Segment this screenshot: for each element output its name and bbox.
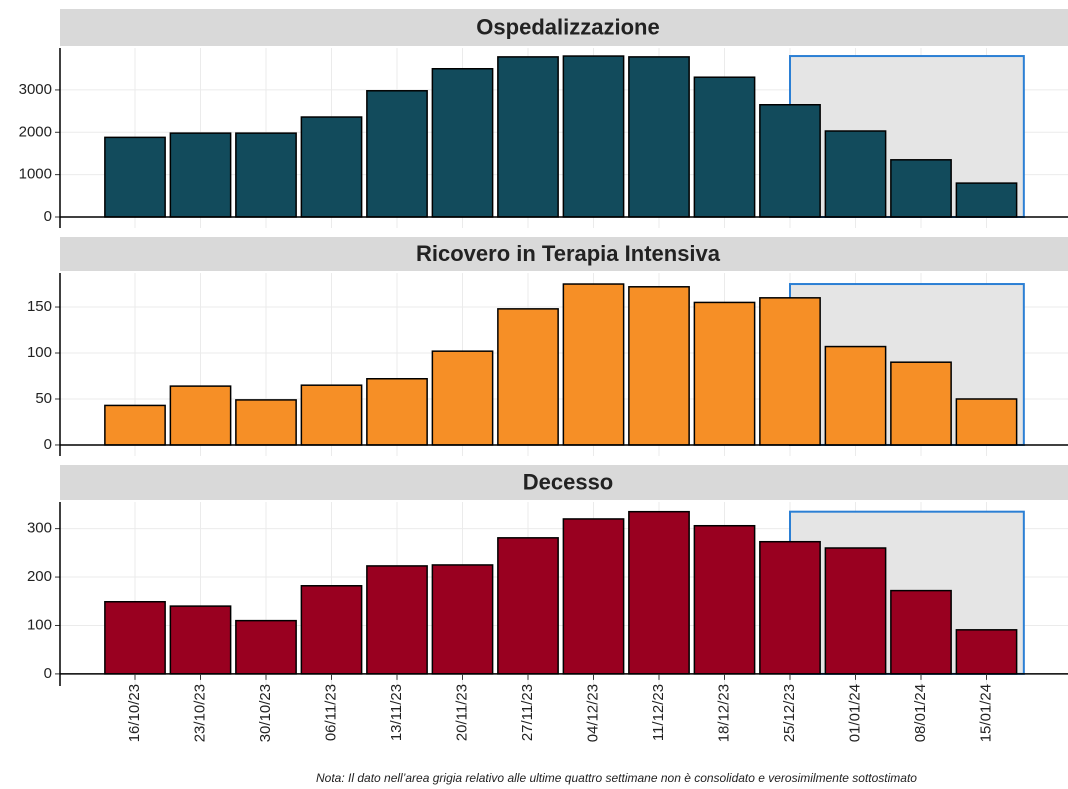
bar xyxy=(169,385,232,446)
bar xyxy=(759,540,821,675)
x-tick-label: 01/01/24 xyxy=(846,684,863,742)
bar xyxy=(628,510,690,675)
bar xyxy=(366,90,428,218)
y-tick-label: 300 xyxy=(27,520,52,537)
bar xyxy=(497,56,559,218)
bar xyxy=(300,585,363,675)
bar xyxy=(366,378,428,446)
x-tick-label: 13/11/23 xyxy=(388,684,405,741)
bar xyxy=(562,518,625,675)
bar xyxy=(562,283,625,446)
bar xyxy=(628,286,690,446)
bar xyxy=(235,399,297,446)
y-tick-label: 2000 xyxy=(19,123,52,140)
bar xyxy=(104,600,166,675)
bar xyxy=(497,537,559,675)
panel-title: Ricovero in Terapia Intensiva xyxy=(416,241,721,266)
bar xyxy=(759,297,821,446)
x-tick-label: 08/01/24 xyxy=(912,684,929,742)
y-tick-label: 100 xyxy=(27,616,52,633)
bar xyxy=(890,361,952,446)
y-tick-label: 0 xyxy=(44,436,52,453)
bar xyxy=(955,398,1018,446)
bar xyxy=(300,116,363,218)
x-tick-label: 04/12/23 xyxy=(584,684,601,742)
x-tick-label: 30/10/23 xyxy=(257,684,274,742)
strip xyxy=(60,465,1068,500)
y-tick-label: 150 xyxy=(27,298,52,315)
y-tick-label: 0 xyxy=(44,665,52,682)
bar xyxy=(431,68,494,218)
bar xyxy=(431,350,494,446)
x-tick-label: 16/10/23 xyxy=(126,684,143,742)
bar xyxy=(693,76,756,218)
bar xyxy=(431,564,494,675)
x-tick-label: 25/12/23 xyxy=(781,684,798,742)
bar xyxy=(366,565,428,675)
bar xyxy=(300,384,363,446)
x-tick-label: 20/11/23 xyxy=(453,684,470,741)
bar xyxy=(235,132,297,218)
bar xyxy=(235,619,297,675)
bar xyxy=(104,404,166,446)
y-tick-label: 200 xyxy=(27,568,52,585)
bar xyxy=(169,132,232,218)
strip xyxy=(60,237,1068,271)
note: Nota: Il dato nell’area grigia relativo … xyxy=(316,771,917,785)
panel-title: Decesso xyxy=(523,469,614,494)
y-tick-label: 3000 xyxy=(19,81,52,98)
x-tick-label: 15/01/24 xyxy=(977,684,994,742)
bar xyxy=(693,524,756,675)
y-tick-label: 0 xyxy=(44,208,52,225)
panel-title: Ospedalizzazione xyxy=(476,14,659,39)
bar xyxy=(824,130,887,218)
x-tick-label: 23/10/23 xyxy=(191,684,208,742)
bar xyxy=(169,605,232,675)
x-tick-label: 06/11/23 xyxy=(322,684,339,741)
bar xyxy=(562,55,625,218)
bar xyxy=(104,136,166,218)
bar xyxy=(890,589,952,675)
y-tick-label: 1000 xyxy=(19,166,52,183)
bar xyxy=(824,345,887,446)
x-tick-label: 27/11/23 xyxy=(519,684,536,741)
bar xyxy=(955,182,1018,218)
bar xyxy=(497,308,559,446)
y-tick-label: 100 xyxy=(27,344,52,361)
bar xyxy=(693,301,756,446)
bar xyxy=(890,159,952,218)
x-tick-label: 18/12/23 xyxy=(715,684,732,742)
strip xyxy=(60,9,1068,46)
bar xyxy=(824,547,887,675)
bar xyxy=(955,629,1018,675)
y-tick-label: 50 xyxy=(35,390,52,407)
x-tick-label: 11/12/23 xyxy=(650,684,667,741)
bar xyxy=(759,104,821,218)
bar xyxy=(628,56,690,218)
